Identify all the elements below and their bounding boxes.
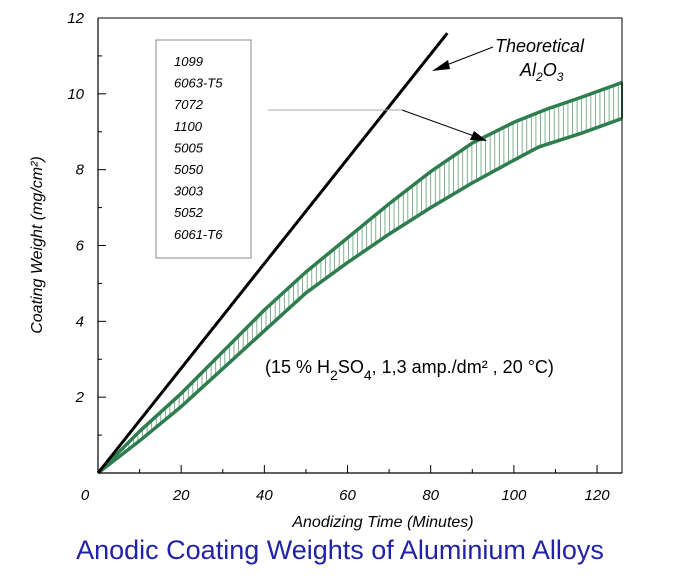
x-tick-label: 0	[81, 487, 90, 504]
x-tick-label: 40	[256, 487, 273, 504]
series-lower-line	[96, 116, 623, 475]
legend-item: 7072	[174, 97, 204, 112]
legend-box	[155, 39, 252, 259]
legend-item: 5050	[174, 162, 204, 177]
band-arrow	[268, 109, 487, 141]
x-tick-label: 20	[172, 487, 190, 504]
legend-item: 6061-T6	[174, 227, 223, 242]
x-tick-label: 80	[422, 487, 439, 504]
theoretical-label: Theoretical	[495, 36, 585, 56]
series-theoretical-line	[96, 32, 449, 474]
legend-item: 3003	[174, 184, 204, 199]
x-axis-title: Anodizing Time (Minutes)	[291, 514, 473, 531]
y-tick-label: 6	[76, 238, 85, 255]
y-tick-label: 8	[76, 162, 85, 179]
legend-item: 5052	[174, 205, 204, 220]
legend-item: 1099	[174, 54, 203, 69]
legend-item: 6063-T5	[174, 76, 223, 91]
axes-layer: 0 20 40 60 80 100 120 2 4 6 8 10 12	[67, 10, 623, 504]
y-tick-label: 4	[76, 313, 84, 330]
x-tick-label: 100	[501, 487, 527, 504]
y-tick-label: 2	[75, 389, 85, 406]
series-upper-line	[96, 80, 623, 475]
y-tick-label: 12	[67, 10, 84, 27]
y-tick-label: 10	[67, 86, 84, 103]
y-axis-title: Coating Weight (mg/cm²)	[29, 156, 46, 334]
legend-item: 5005	[174, 140, 204, 155]
band-hatch	[123, 83, 619, 453]
legend-item: 1100	[174, 119, 203, 134]
theoretical-formula: Al2O3	[519, 60, 564, 84]
x-tick-label: 120	[585, 487, 611, 504]
x-tick-label: 60	[339, 487, 356, 504]
condition-label: (15 % H2SO4, 1,3 amp./dm² , 20 °C)	[265, 357, 554, 383]
figure-caption: Anodic Coating Weights of Aluminium Allo…	[76, 535, 604, 565]
theoretical-arrow	[432, 46, 494, 71]
legend-items: 1099 6063-T5 7072 1100 5005 5050 3003 5052 6061-…	[174, 54, 223, 242]
